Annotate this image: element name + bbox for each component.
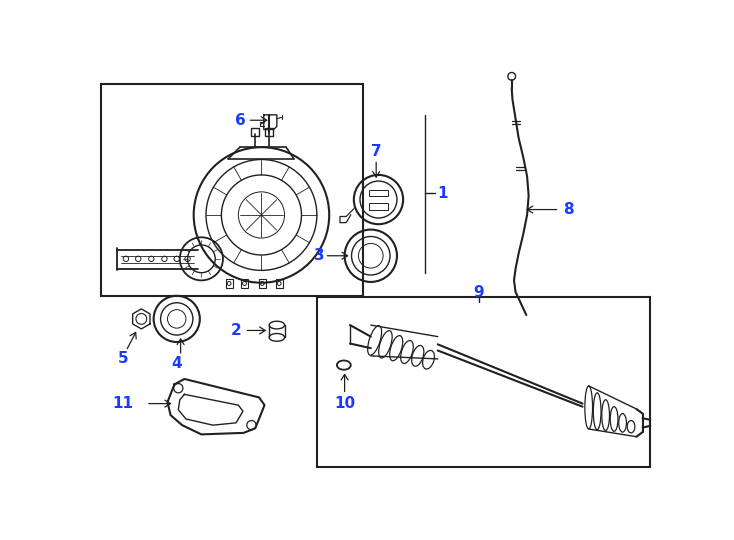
Text: 1: 1 [437,186,448,201]
Text: 2: 2 [230,323,241,338]
Bar [259,279,266,288]
Text: 4: 4 [172,356,182,371]
Bar [317,298,650,467]
Bar [276,279,283,288]
Bar [252,128,259,136]
Text: 8: 8 [563,202,574,217]
Bar [241,279,248,288]
Text: 10: 10 [335,396,356,411]
Bar [101,84,363,296]
Text: 3: 3 [314,248,324,264]
Bar [369,202,388,210]
Text: 6: 6 [236,113,246,128]
Text: 9: 9 [473,285,484,300]
Text: 5: 5 [117,352,128,367]
Bar [226,279,233,288]
Bar [265,128,273,136]
Bar [369,190,388,197]
Text: 7: 7 [371,144,382,159]
Text: 11: 11 [112,396,134,411]
